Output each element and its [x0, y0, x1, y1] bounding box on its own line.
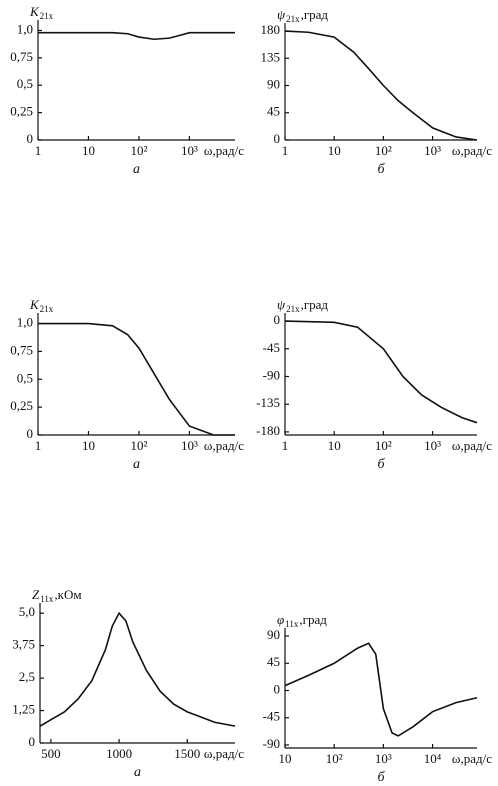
y-axis-label: ψ [277, 297, 286, 312]
x-axis-label: ω,рад/с [452, 438, 492, 453]
caption: б [377, 770, 385, 785]
x-tick-label: 10³ [181, 143, 198, 158]
y-tick-label: 90 [267, 76, 280, 91]
y-axis-label-subscript: 11x [40, 594, 54, 604]
x-axis-label: ω,рад/с [204, 143, 244, 158]
data-line [39, 611, 236, 727]
y-tick-label: 5,0 [19, 604, 35, 619]
y-axis-label-subscript: 11x [285, 619, 299, 629]
y-tick-label: 45 [267, 104, 280, 119]
y-axis-label-subscript: 21x [286, 14, 300, 24]
y-tick-label: -45 [263, 340, 280, 355]
x-axis-label: ω,рад/с [204, 746, 244, 761]
y-tick-label: 0 [27, 131, 34, 146]
y-axis-label-subscript: 21x [40, 304, 54, 314]
x-tick-label: 500 [41, 746, 61, 761]
y-tick-label: 0 [274, 312, 281, 327]
y-tick-label: 1,0 [17, 21, 33, 36]
x-tick-label: 10⁴ [424, 751, 442, 766]
y-tick-label: 1,0 [17, 315, 33, 330]
y-tick-label: -90 [263, 367, 280, 382]
x-tick-label: 10 [328, 143, 341, 158]
y-tick-label: 0,5 [17, 76, 33, 91]
y-axis-label: Z [32, 587, 40, 602]
y-tick-label: 0 [274, 131, 281, 146]
y-tick-label: -135 [256, 395, 280, 410]
y-tick-label: -180 [256, 423, 280, 438]
data-line [284, 320, 478, 424]
y-axis-label-subscript: 21x [40, 11, 54, 21]
caption: б [377, 162, 385, 177]
data-line [284, 30, 478, 141]
y-tick-label: 0,75 [10, 342, 33, 357]
caption: а [133, 162, 140, 177]
x-tick-label: 1000 [106, 746, 132, 761]
caption: а [133, 457, 140, 472]
x-tick-label: 10³ [181, 438, 198, 453]
x-tick-label: 10 [279, 751, 292, 766]
x-tick-label: 1 [35, 143, 42, 158]
x-tick-label: 1 [282, 438, 289, 453]
x-tick-label: 10 [82, 143, 95, 158]
x-axis-label: ω,рад/с [452, 143, 492, 158]
data-line [284, 642, 478, 737]
caption: а [134, 765, 141, 780]
y-axis-label: ψ [277, 7, 286, 22]
y-tick-label: 0 [29, 734, 36, 749]
y-tick-label: 0,5 [17, 370, 33, 385]
x-tick-label: 1 [35, 438, 42, 453]
x-tick-label: 10³ [424, 143, 441, 158]
y-tick-label: 0,75 [10, 49, 33, 64]
y-axis-label: K [29, 297, 40, 312]
y-axis-label-unit: ,град [299, 612, 327, 627]
x-axis-label: ω,рад/с [204, 438, 244, 453]
y-tick-label: 0 [27, 426, 34, 441]
x-tick-label: 10² [375, 438, 392, 453]
y-tick-label: 135 [261, 49, 281, 64]
y-tick-label: 2,5 [19, 669, 35, 684]
x-tick-label: 10³ [424, 438, 441, 453]
x-tick-label: 10 [328, 438, 341, 453]
y-axis-label: φ [277, 612, 284, 627]
x-tick-label: 1 [282, 143, 289, 158]
y-axis-label-unit: ,кОм [54, 587, 81, 602]
data-line [38, 322, 235, 436]
y-tick-label: -45 [263, 709, 280, 724]
data-line [38, 31, 235, 41]
y-tick-label: 90 [267, 627, 280, 642]
x-tick-label: 1500 [174, 746, 200, 761]
y-tick-label: 0,25 [10, 398, 33, 413]
x-axis-label: ω,рад/с [452, 751, 492, 766]
y-tick-label: 180 [261, 22, 281, 37]
y-axis-label-unit: ,град [301, 7, 329, 22]
y-tick-label: -90 [263, 736, 280, 751]
x-tick-label: 10 [82, 438, 95, 453]
y-tick-label: 0,25 [10, 104, 33, 119]
y-tick-label: 45 [267, 654, 280, 669]
y-axis-label: K [29, 4, 40, 19]
x-tick-label: 10³ [375, 751, 392, 766]
x-tick-label: 10² [130, 438, 147, 453]
x-tick-label: 10² [375, 143, 392, 158]
y-tick-label: 1,25 [12, 702, 35, 717]
caption: б [377, 457, 385, 472]
y-axis-label-unit: ,град [301, 297, 329, 312]
x-tick-label: 10² [326, 751, 343, 766]
x-tick-label: 10² [130, 143, 147, 158]
y-axis-label-subscript: 21x [286, 304, 300, 314]
y-tick-label: 0 [274, 681, 281, 696]
y-tick-label: 3,75 [12, 637, 35, 652]
